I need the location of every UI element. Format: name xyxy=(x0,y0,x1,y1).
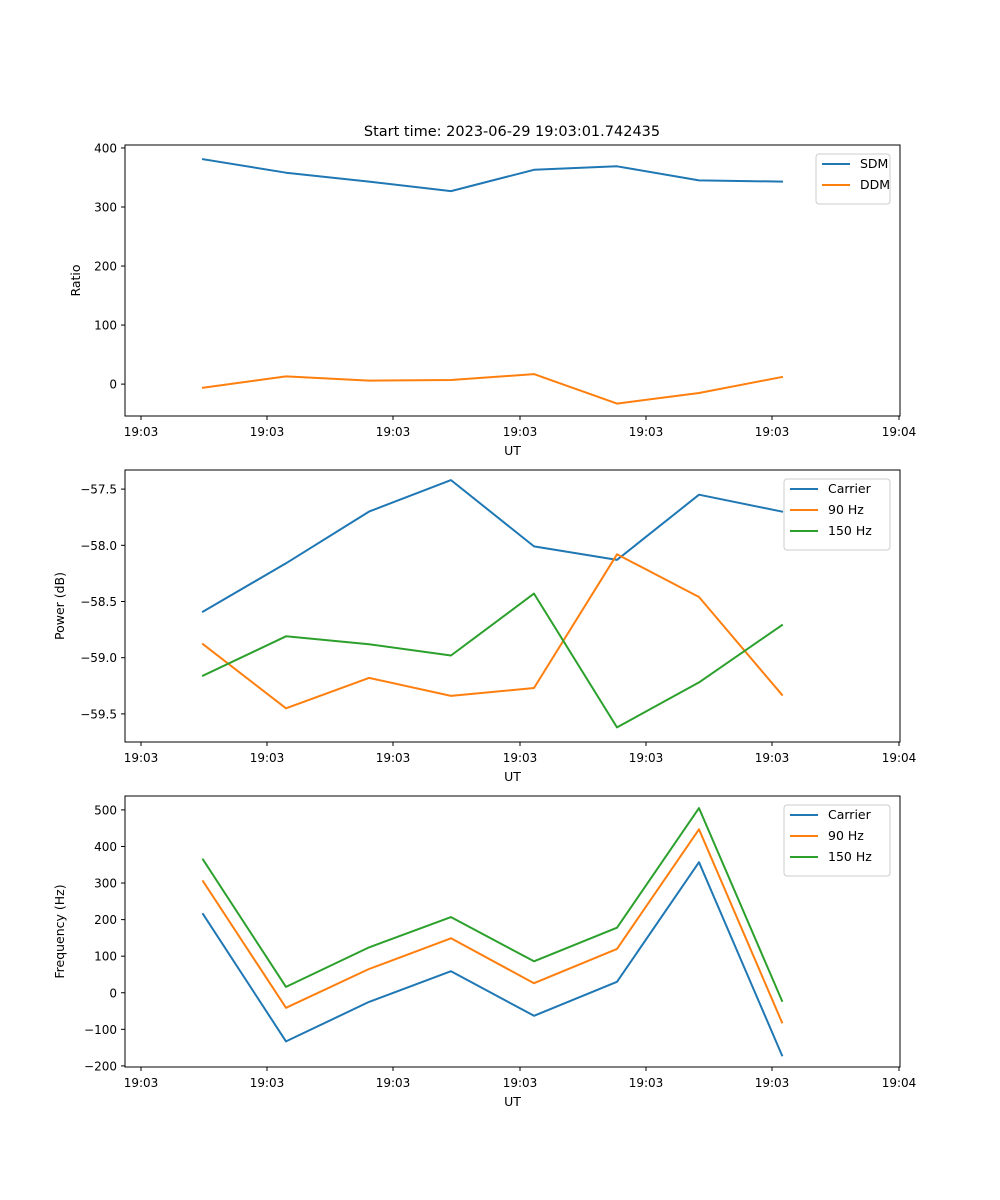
x-tick-label: 19:03 xyxy=(250,1076,285,1090)
x-tick-label: 19:03 xyxy=(124,751,159,765)
legend-box xyxy=(783,804,891,877)
legend-label: 150 Hz xyxy=(828,523,872,538)
x-tick-label: 19:03 xyxy=(124,1076,159,1090)
legend: Carrier 90 Hz 150 Hz xyxy=(783,478,891,551)
y-tick-label: 300 xyxy=(94,200,117,214)
y-tick-label: 400 xyxy=(94,141,117,155)
legend-box xyxy=(783,478,891,551)
series-line-150-hz xyxy=(201,592,784,729)
x-axis-label: UT xyxy=(504,769,521,784)
plot-area xyxy=(124,795,901,1068)
legend-label: SDM xyxy=(860,156,888,171)
series-line-carrier xyxy=(201,479,784,613)
x-tick-label: 19:03 xyxy=(124,425,159,439)
y-tick-label: −57.5 xyxy=(80,483,117,497)
series-line-150-hz xyxy=(201,807,784,1003)
x-tick-label: 19:04 xyxy=(882,751,917,765)
y-tick-label: 400 xyxy=(94,840,117,854)
series-line-90-hz xyxy=(201,828,784,1024)
y-tick-label: 0 xyxy=(109,378,117,392)
series-line-carrier xyxy=(201,861,784,1057)
x-tick-label: 19:03 xyxy=(755,1076,790,1090)
legend-label: Carrier xyxy=(828,481,872,496)
legend: SDM DDM xyxy=(815,153,891,205)
x-tick-label: 19:03 xyxy=(629,1076,664,1090)
y-tick-label: 500 xyxy=(94,803,117,817)
panel-3: 19:03 19:03 19:03 19:03 19:03 19:03 19:04 −200 −… xyxy=(52,795,917,1109)
y-tick-label: 200 xyxy=(94,260,117,274)
y-tick-label: 0 xyxy=(109,986,117,1000)
series-line-sdm xyxy=(201,158,784,193)
x-tick-label: 19:03 xyxy=(503,751,538,765)
y-axis-label: Frequency (Hz) xyxy=(52,884,67,978)
x-axis-label: UT xyxy=(504,1094,521,1109)
y-axis-label: Power (dB) xyxy=(52,572,67,640)
x-tick-label: 19:03 xyxy=(376,1076,411,1090)
x-tick-label: 19:03 xyxy=(376,425,411,439)
x-tick-label: 19:03 xyxy=(503,425,538,439)
series-line-ddm xyxy=(201,373,784,405)
y-tick-label: −59.0 xyxy=(80,651,117,665)
y-tick-label: 100 xyxy=(94,319,117,333)
x-tick-label: 19:03 xyxy=(503,1076,538,1090)
x-tick-label: 19:03 xyxy=(250,751,285,765)
x-tick-label: 19:04 xyxy=(882,1076,917,1090)
figure-title: Start time: 2023-06-29 19:03:01.742435 xyxy=(364,124,660,140)
x-axis-label: UT xyxy=(504,443,521,458)
legend-label: DDM xyxy=(860,177,890,192)
legend-label: 90 Hz xyxy=(828,502,864,517)
y-tick-label: 200 xyxy=(94,913,117,927)
legend-label: Carrier xyxy=(828,807,872,822)
legend: Carrier 90 Hz 150 Hz xyxy=(783,804,891,877)
x-tick-label: 19:03 xyxy=(629,751,664,765)
legend-box xyxy=(815,153,891,205)
legend-label: 150 Hz xyxy=(828,849,872,864)
x-tick-label: 19:03 xyxy=(250,425,285,439)
x-tick-label: 19:03 xyxy=(376,751,411,765)
y-tick-label: 300 xyxy=(94,877,117,891)
x-tick-label: 19:04 xyxy=(882,425,917,439)
panel-2: 19:03 19:03 19:03 19:03 19:03 19:03 19:04 −59.5… xyxy=(52,469,917,784)
x-tick-label: 19:03 xyxy=(629,425,664,439)
plot-area xyxy=(124,469,901,743)
x-tick-label: 19:03 xyxy=(755,751,790,765)
y-tick-label: −58.5 xyxy=(80,595,117,609)
series-line-90-hz xyxy=(201,553,784,710)
panel-1: 19:03 19:03 19:03 19:03 19:03 19:03 19:04 0 100 2… xyxy=(68,141,916,458)
y-tick-label: −58.0 xyxy=(80,539,117,553)
y-tick-label: −100 xyxy=(84,1023,117,1037)
y-axis-label: Ratio xyxy=(68,264,83,296)
y-tick-label: 100 xyxy=(94,950,117,964)
y-tick-label: −200 xyxy=(84,1059,117,1073)
y-tick-label: −59.5 xyxy=(80,707,117,721)
plot-area xyxy=(124,144,901,417)
legend-label: 90 Hz xyxy=(828,828,864,843)
x-tick-label: 19:03 xyxy=(755,425,790,439)
